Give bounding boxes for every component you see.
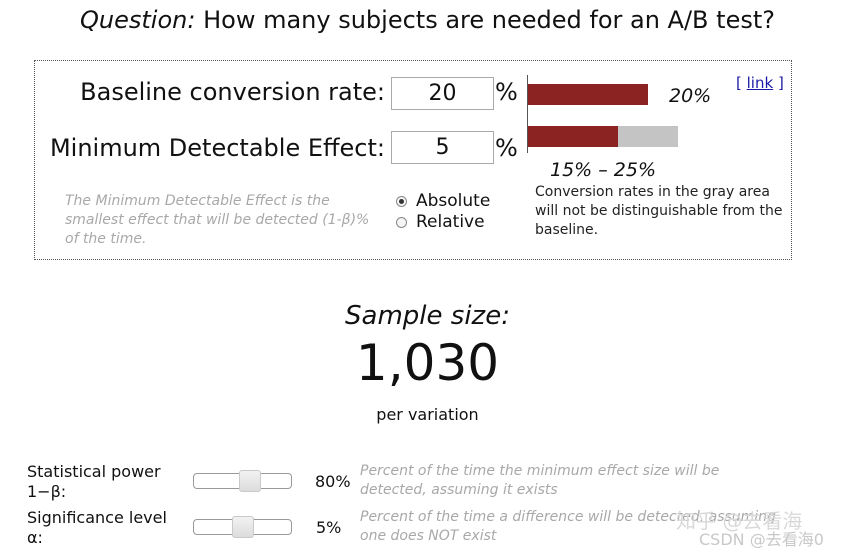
indistinguishable-range-bar	[618, 126, 678, 147]
significance-slider-thumb[interactable]	[231, 516, 254, 538]
info-link[interactable]: link	[746, 74, 774, 92]
relative-radio-button[interactable]	[396, 216, 407, 228]
baseline-unit: %	[495, 78, 518, 106]
significance-help-text: Percent of the time a difference will be…	[360, 509, 776, 544]
range-low-bar	[528, 126, 618, 147]
mde-input[interactable]	[391, 131, 494, 164]
baseline-bar-label: 20%	[669, 85, 712, 107]
baseline-bar	[528, 84, 648, 105]
mde-help-text: The Minimum Detectable Effect is the sma…	[65, 193, 370, 247]
absolute-radio-option[interactable]: Absolute	[396, 191, 490, 211]
link-close-bracket: ]	[777, 74, 784, 92]
sample-size-value: 1,030	[355, 334, 500, 392]
question-text: How many subjects are needed for an A/B …	[203, 6, 775, 34]
power-label-line1: Statistical power	[27, 462, 161, 481]
power-slider-thumb[interactable]	[239, 470, 262, 492]
absolute-radio-label: Absolute	[416, 191, 491, 211]
bar-axis	[527, 75, 528, 153]
significance-label-line1: Significance level	[27, 508, 167, 527]
baseline-input[interactable]	[391, 77, 494, 110]
power-value: 80%	[315, 472, 351, 491]
input-panel	[34, 60, 792, 260]
mde-label: Minimum Detectable Effect:	[49, 134, 385, 162]
relative-radio-label: Relative	[416, 212, 485, 232]
significance-label: Significance level α:	[27, 508, 167, 548]
page-question: Question: How many subjects are needed f…	[0, 6, 855, 34]
significance-label-line2: α:	[27, 528, 43, 547]
watermark-text: 知乎 @去看海	[676, 509, 803, 533]
absolute-radio-button[interactable]	[396, 195, 407, 207]
relative-radio-option[interactable]: Relative	[396, 212, 485, 232]
watermark-csdn: CSDN @去看海0	[699, 530, 824, 549]
baseline-label: Baseline conversion rate:	[80, 78, 385, 106]
sample-size-unit: per variation	[376, 405, 479, 424]
power-label: Statistical power 1−β:	[27, 462, 161, 502]
range-label: 15% – 25%	[550, 159, 657, 181]
question-label: Question:	[80, 6, 196, 34]
gray-area-note: Conversion rates in the gray area will n…	[535, 184, 783, 238]
power-help-text: Percent of the time the minimum effect s…	[360, 463, 720, 498]
significance-value: 5%	[316, 518, 342, 537]
mde-unit: %	[495, 134, 518, 162]
link-open-bracket: [	[736, 74, 742, 92]
power-label-line2: 1−β:	[27, 482, 67, 501]
link-container: [ link ]	[736, 74, 784, 92]
sample-size-label: Sample size:	[345, 301, 510, 331]
